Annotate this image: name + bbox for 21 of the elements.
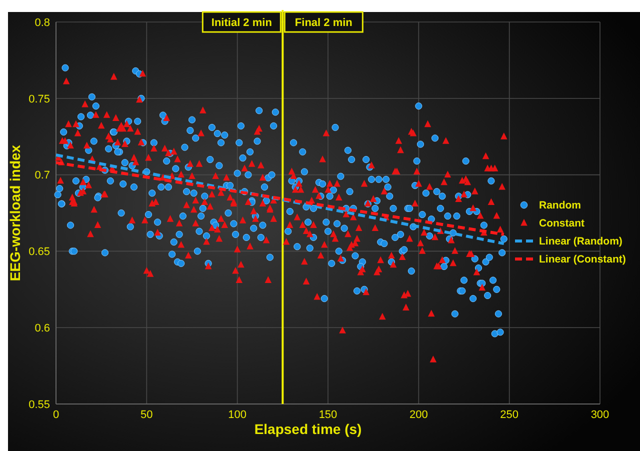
x-tick-label: 250 bbox=[500, 409, 519, 421]
annotation: Final 2 min bbox=[294, 17, 353, 29]
annotation: Initial 2 min bbox=[211, 17, 272, 29]
x-tick-label: 200 bbox=[409, 409, 428, 421]
x-tick-label: 150 bbox=[318, 409, 338, 421]
y-tick-label: 0.7 bbox=[34, 170, 50, 182]
x-tick-label: 300 bbox=[590, 409, 610, 421]
x-tick-label: 50 bbox=[140, 409, 153, 421]
y-tick-label: 0.55 bbox=[28, 398, 50, 411]
legend-label: Linear (Random) bbox=[539, 236, 622, 248]
y-tick-label: 0.75 bbox=[28, 93, 50, 106]
x-tick-label: 0 bbox=[52, 409, 60, 421]
x-axis-title: Elapsed time (s) bbox=[254, 421, 362, 437]
y-tick-label: 0.6 bbox=[34, 322, 50, 334]
y-tick-label: 0.8 bbox=[34, 16, 50, 29]
legend-label: Constant bbox=[539, 218, 585, 230]
legend-label: Linear (Constant) bbox=[539, 254, 626, 266]
legend-label: Random bbox=[539, 200, 581, 212]
y-axis-title: EEG-workload index bbox=[7, 144, 23, 282]
y-tick-label: 0.65 bbox=[28, 246, 50, 258]
x-tick-label: 100 bbox=[228, 409, 247, 421]
